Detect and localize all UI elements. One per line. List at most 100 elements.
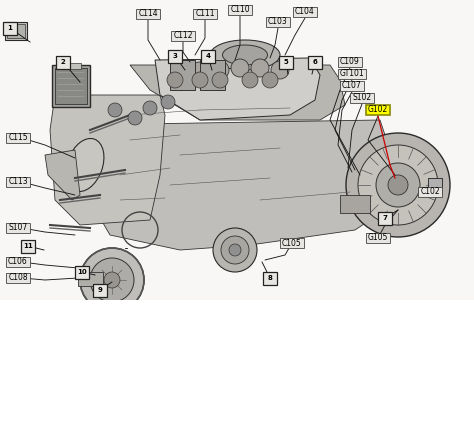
Bar xyxy=(7,273,29,283)
Text: C103: C103 xyxy=(268,18,288,27)
Bar xyxy=(0,300,474,442)
Bar xyxy=(52,65,90,107)
Polygon shape xyxy=(75,120,390,250)
Bar xyxy=(281,238,304,248)
Bar xyxy=(266,17,290,27)
Text: C107: C107 xyxy=(342,81,362,91)
Text: 10: 10 xyxy=(77,269,87,275)
Circle shape xyxy=(143,101,157,115)
Circle shape xyxy=(211,61,229,79)
Circle shape xyxy=(376,163,420,207)
Bar xyxy=(78,272,103,286)
Circle shape xyxy=(192,72,208,88)
Text: Starter Motor: Starter Motor xyxy=(158,408,219,417)
Ellipse shape xyxy=(222,45,267,65)
Circle shape xyxy=(346,133,450,237)
Bar xyxy=(263,272,277,285)
Text: G102: G102 xyxy=(368,106,388,114)
Circle shape xyxy=(251,59,269,77)
Bar xyxy=(350,93,374,103)
Text: 11.: 11. xyxy=(137,431,152,440)
Circle shape xyxy=(212,72,228,88)
Bar xyxy=(5,22,27,40)
Text: Generator: Generator xyxy=(158,385,204,394)
Text: 9: 9 xyxy=(98,287,102,293)
Text: C113: C113 xyxy=(8,178,28,187)
Circle shape xyxy=(271,61,289,79)
Text: Coolant Temperature Switch: Coolant Temperature Switch xyxy=(158,419,286,428)
Text: 7.: 7. xyxy=(143,385,152,394)
Bar xyxy=(228,5,252,15)
Bar xyxy=(21,240,35,253)
Circle shape xyxy=(108,103,122,117)
Circle shape xyxy=(358,145,438,225)
Bar xyxy=(75,266,89,279)
Text: C106: C106 xyxy=(8,258,28,267)
Circle shape xyxy=(161,95,175,109)
Bar xyxy=(338,69,366,79)
Text: TP Sensor: TP Sensor xyxy=(158,362,202,371)
Bar xyxy=(7,257,29,267)
Circle shape xyxy=(190,62,210,82)
Bar xyxy=(340,81,364,91)
Text: C104: C104 xyxy=(295,8,315,16)
Text: 8: 8 xyxy=(267,275,273,281)
Text: 7: 7 xyxy=(383,215,387,221)
Polygon shape xyxy=(45,150,80,200)
Text: C109: C109 xyxy=(340,57,360,66)
Bar xyxy=(56,56,70,69)
Circle shape xyxy=(388,175,408,195)
Text: 1016: 1016 xyxy=(352,431,368,436)
Text: 4.: 4. xyxy=(144,351,152,359)
Bar xyxy=(172,31,195,41)
Circle shape xyxy=(167,72,183,88)
Bar xyxy=(340,195,370,213)
Circle shape xyxy=(229,244,241,256)
Bar xyxy=(308,56,322,69)
Text: Idle Air Control Actuator: Idle Air Control Actuator xyxy=(158,351,267,359)
Circle shape xyxy=(213,228,257,272)
Bar xyxy=(170,60,195,90)
Text: 3.: 3. xyxy=(143,339,152,348)
Text: 10.: 10. xyxy=(137,419,152,428)
Text: MAP Sensor: MAP Sensor xyxy=(158,373,211,382)
Circle shape xyxy=(80,248,144,312)
Bar xyxy=(293,7,317,17)
Bar xyxy=(366,105,390,115)
Text: C105: C105 xyxy=(282,239,302,248)
Text: C102: C102 xyxy=(420,187,440,197)
Text: C111: C111 xyxy=(195,9,215,19)
Text: 1: 1 xyxy=(8,25,12,31)
Bar xyxy=(7,223,29,233)
Bar xyxy=(193,9,217,19)
Bar xyxy=(3,22,17,35)
Text: Electronic Spark Control (ESC) Module: Electronic Spark Control (ESC) Module xyxy=(158,328,331,336)
Bar xyxy=(7,24,25,38)
Bar xyxy=(168,50,182,63)
Text: C112: C112 xyxy=(173,31,193,41)
Text: S102: S102 xyxy=(353,94,372,103)
Text: EVRV: EVRV xyxy=(158,431,182,440)
Polygon shape xyxy=(50,95,165,225)
Bar xyxy=(338,57,362,67)
Text: 3: 3 xyxy=(173,53,177,59)
Ellipse shape xyxy=(210,40,280,70)
Bar xyxy=(63,63,81,69)
Text: GT101: GT101 xyxy=(340,69,365,79)
Bar xyxy=(7,177,29,187)
Bar xyxy=(137,9,160,19)
Text: Battery Junction Block: Battery Junction Block xyxy=(158,316,258,325)
Bar xyxy=(201,50,215,63)
Text: 4: 4 xyxy=(206,53,210,59)
Bar xyxy=(366,233,390,243)
Circle shape xyxy=(104,272,120,288)
Circle shape xyxy=(262,72,278,88)
Text: 2.: 2. xyxy=(144,328,152,336)
Polygon shape xyxy=(155,58,320,120)
Bar xyxy=(378,212,392,225)
Bar xyxy=(200,60,225,90)
Text: 5: 5 xyxy=(283,59,288,65)
Text: S107: S107 xyxy=(9,224,27,232)
Circle shape xyxy=(231,59,249,77)
Ellipse shape xyxy=(66,138,104,191)
